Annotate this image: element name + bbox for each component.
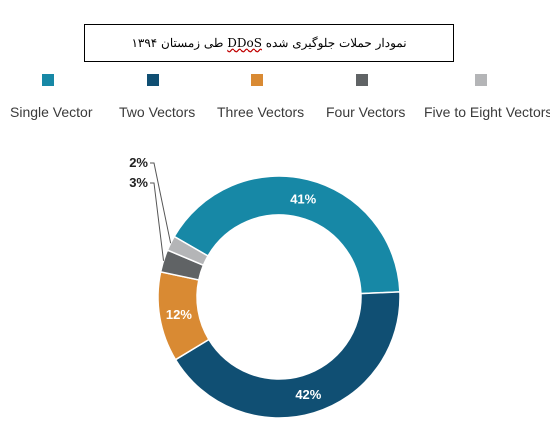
legend-label-two-vectors: Two Vectors [119,104,196,120]
donut-slice-two-vectors [174,291,401,419]
legend-label-three-vectors: Three Vectors [217,104,305,120]
legend-swatch-three-vectors [251,74,263,86]
donut-slice-five-to-eight-vectors [166,235,210,267]
legend-swatch-two-vectors [147,74,159,86]
title-ddos: DDoS [227,36,262,50]
chart-title: نمودار حملات جلوگیری شده DDoS طی زمستان … [84,24,454,62]
data-label-two-vectors: 42% [295,387,321,402]
donut-slice-single-vector [173,175,401,295]
data-label-four-vectors: 3% [129,175,148,190]
legend-label-four-vectors: Four Vectors [326,104,406,120]
data-label-three-vectors: 12% [166,307,192,322]
legend-swatch-five-to-eight-vectors [475,74,487,86]
title-prefix: نمودار حملات جلوگیری شده [265,36,407,50]
leader-line-five-to-eight-vectors [150,162,172,244]
chart-legend: Single Vector Two Vectors Three Vectors … [0,74,550,124]
legend-swatch-four-vectors [356,74,368,86]
leader-line-four-vectors [150,182,165,261]
data-label-five-to-eight-vectors: 2% [129,155,148,170]
title-suffix: طی زمستان ۱۳۹۴ [131,36,224,50]
data-label-single-vector: 41% [290,191,316,206]
legend-swatch-single-vector [42,74,54,86]
legend-label-single-vector: Single Vector [10,104,93,120]
legend-label-five-to-eight-vectors: Five to Eight Vectors [424,104,550,120]
